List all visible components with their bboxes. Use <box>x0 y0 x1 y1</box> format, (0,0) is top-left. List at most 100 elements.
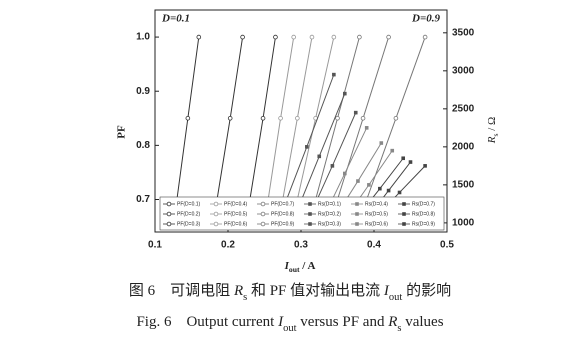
data-point <box>393 115 399 121</box>
y-tick-label: 1.0 <box>136 32 150 43</box>
text-segment: R <box>387 314 397 330</box>
y-tick-label: 0.8 <box>136 140 150 151</box>
text-segment: out <box>289 265 300 274</box>
legend-label: Rs(D=0.9) <box>412 221 435 227</box>
data-point <box>240 34 245 40</box>
legend-marker <box>166 211 172 217</box>
data-point <box>356 179 360 183</box>
data-point <box>423 164 427 168</box>
data-point <box>196 34 202 40</box>
text-segment: values <box>401 314 443 330</box>
text-segment: 的影响 <box>402 282 451 299</box>
y-tick-label: 0.9 <box>136 86 150 97</box>
legend-label: PF(D=0.8) <box>271 211 295 217</box>
x-tick-label: 0.5 <box>440 240 454 251</box>
text-segment: versus PF and <box>297 314 389 330</box>
x-tick-label: 0.4 <box>367 240 381 251</box>
data-point <box>305 145 309 149</box>
y-tick-label: 0.7 <box>136 194 150 205</box>
text-segment: out <box>389 292 403 303</box>
legend-label: PF(D=0.3) <box>177 221 201 227</box>
text-segment: I <box>284 260 290 272</box>
legend-marker <box>308 212 312 216</box>
data-point <box>379 141 384 145</box>
y-axis-label: PF <box>116 125 128 139</box>
data-point <box>364 126 369 130</box>
legend-label: Rs(D=0.3) <box>318 221 341 227</box>
x-tick-label: 0.3 <box>294 240 308 251</box>
data-point <box>332 72 336 77</box>
legend-box <box>159 196 445 231</box>
y2-tick-label: 1500 <box>452 180 475 191</box>
text-segment: 图 6 可调电阻 <box>129 282 234 299</box>
data-point <box>408 160 413 164</box>
legend-label: Rs(D=0.1) <box>318 201 341 207</box>
data-point <box>295 115 300 121</box>
legend-label: PF(D=0.9) <box>271 221 295 227</box>
legend-marker <box>355 212 359 216</box>
text-segment: s <box>243 292 247 303</box>
data-point <box>386 34 391 40</box>
caption: 图 6 可调电阻 Rs 和 PF 值对输出电流 Iout 的影响 <box>129 282 451 302</box>
x-axis-label: Iout / A <box>284 260 316 275</box>
legend-marker <box>213 201 219 207</box>
legend-label: PF(D=0.5) <box>224 211 248 217</box>
text-segment: / Ω <box>486 117 498 134</box>
legend-marker <box>260 211 266 217</box>
y2-axis-label: Rs / Ω <box>486 117 501 144</box>
data-point <box>317 154 322 159</box>
legend-label: Rs(D=0.8) <box>412 211 435 217</box>
data-point <box>185 115 191 121</box>
y2-tick-label: 3500 <box>452 27 475 38</box>
data-point <box>343 171 347 176</box>
text-segment: out <box>283 323 297 334</box>
text-segment: R <box>486 136 498 144</box>
legend-label: Rs(D=0.5) <box>365 211 388 217</box>
data-point <box>273 34 278 40</box>
legend-marker <box>355 202 359 206</box>
data-point <box>357 34 362 40</box>
data-point <box>401 156 405 161</box>
data-point <box>360 115 366 121</box>
data-point <box>227 115 233 121</box>
legend-marker <box>260 201 266 207</box>
y2-tick-label: 3000 <box>452 65 475 76</box>
data-point <box>397 190 402 195</box>
data-point <box>390 148 395 153</box>
legend-label: PF(D=0.4) <box>224 201 248 207</box>
text-segment: s <box>491 134 500 137</box>
y2-tick-label: 2000 <box>452 141 475 152</box>
legend-marker <box>166 221 172 227</box>
legend-label: PF(D=0.6) <box>224 221 248 227</box>
annotation: D=0.9 <box>411 13 440 25</box>
legend-marker <box>402 222 406 226</box>
data-point <box>331 34 337 40</box>
legend-marker <box>213 211 219 217</box>
data-point <box>367 183 371 187</box>
data-point <box>343 91 347 96</box>
text-segment: Fig. 6 Output current <box>136 314 278 330</box>
legend-label: Rs(D=0.2) <box>318 211 341 217</box>
text-segment: I <box>383 283 390 299</box>
legend-label: Rs(D=0.7) <box>412 201 435 207</box>
x-tick-label: 0.2 <box>221 240 235 251</box>
data-point <box>335 115 340 121</box>
legend-label: Rs(D=0.6) <box>365 221 388 227</box>
text-segment: R <box>233 283 243 299</box>
legend-marker <box>402 202 406 206</box>
data-point <box>330 164 335 168</box>
legend-marker <box>260 221 266 227</box>
data-point <box>378 186 382 191</box>
legend-label: PF(D=0.7) <box>271 201 295 207</box>
legend-marker <box>308 202 312 206</box>
legend-marker <box>402 212 406 216</box>
data-point <box>260 115 266 121</box>
legend-marker <box>166 201 172 207</box>
text-segment: I <box>277 314 284 330</box>
text-segment: 和 PF 值对输出电流 <box>247 282 384 299</box>
annotation: D=0.1 <box>161 13 190 25</box>
legend-label: PF(D=0.2) <box>177 211 201 217</box>
data-point <box>291 34 297 40</box>
data-point <box>353 110 358 115</box>
